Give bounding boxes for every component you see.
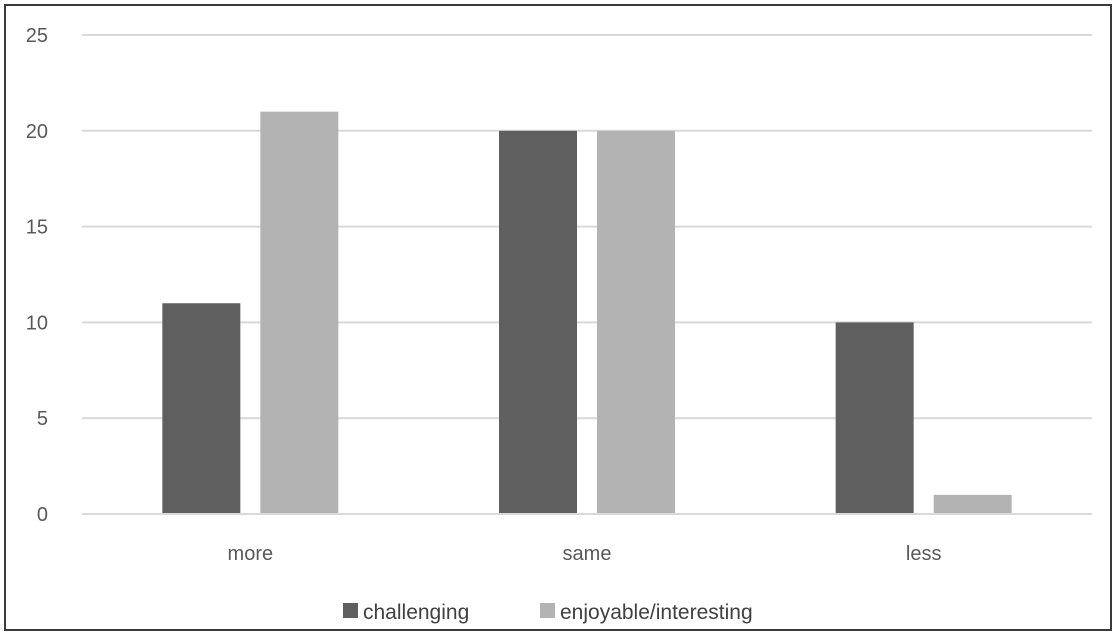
legend-swatch xyxy=(343,603,358,618)
y-tick-label: 20 xyxy=(26,121,48,143)
y-tick-label: 25 xyxy=(26,25,48,47)
bars xyxy=(162,111,1012,515)
y-tick-label: 5 xyxy=(37,408,48,430)
bar-challenging-same xyxy=(499,130,577,515)
y-tick-label: 15 xyxy=(26,217,48,239)
legend: challenging enjoyable/interesting xyxy=(343,601,753,624)
bar-enjoyable-interesting-less xyxy=(933,494,1012,514)
legend-swatch xyxy=(540,603,555,618)
legend-label: enjoyable/interesting xyxy=(560,601,753,624)
x-tick-label: more xyxy=(228,543,274,565)
x-tick-label: less xyxy=(906,543,942,565)
y-tick-label: 0 xyxy=(37,504,48,526)
bar-enjoyable-interesting-more xyxy=(260,111,339,514)
legend-label: challenging xyxy=(363,601,469,624)
bar-challenging-more xyxy=(162,303,241,514)
y-tick-label: 10 xyxy=(26,312,48,334)
x-axis-ticks: more same less xyxy=(82,513,1092,565)
x-tick-label: same xyxy=(563,543,612,565)
bar-challenging-less xyxy=(835,322,914,514)
bar-enjoyable-interesting-same xyxy=(597,130,675,515)
y-axis-ticks: 0 5 10 15 20 25 xyxy=(26,25,48,526)
